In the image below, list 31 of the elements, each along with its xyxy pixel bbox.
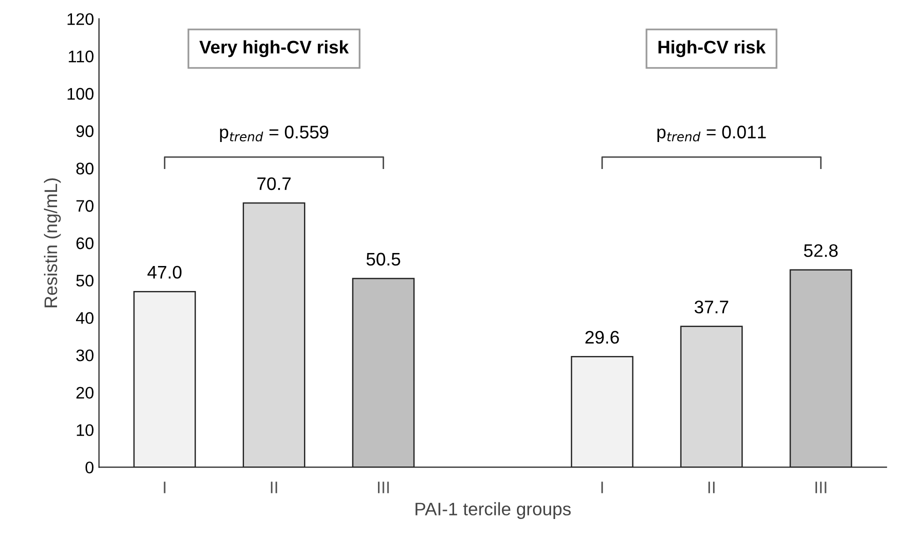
data-label: 37.7 bbox=[694, 300, 728, 314]
annotation: p$_{trend}$ = 0.011 bbox=[657, 126, 766, 142]
x-tick-label: II bbox=[270, 482, 278, 494]
y-tick-label: 90 bbox=[76, 125, 94, 138]
y-tick-label: 70 bbox=[76, 200, 94, 212]
data-label: 52.8 bbox=[804, 244, 838, 257]
data-label: 50.5 bbox=[366, 252, 400, 266]
y-tick-label: 10 bbox=[76, 424, 94, 436]
data-label: 29.6 bbox=[585, 330, 619, 344]
x-tick-label: III bbox=[815, 482, 826, 494]
x-tick-label: I bbox=[601, 482, 603, 494]
y-tick-label: 30 bbox=[76, 349, 94, 362]
annotation: p$_{trend}$ = 0.559 bbox=[220, 126, 328, 142]
y-tick-label: 80 bbox=[76, 162, 94, 174]
x-tick-label: I bbox=[164, 482, 166, 494]
y-axis-title: Resistin (ng/mL) bbox=[44, 178, 61, 308]
y-tick-label: 20 bbox=[76, 386, 94, 399]
y-tick-label: 120 bbox=[68, 13, 94, 25]
data-label: 70.7 bbox=[257, 177, 291, 190]
y-tick-label: 110 bbox=[68, 50, 94, 62]
y-tick-label: 0 bbox=[86, 462, 94, 474]
y-tick-label: 50 bbox=[76, 274, 94, 287]
x-axis-title: PAI-1 tercile groups bbox=[416, 502, 571, 519]
y-tick-label: 100 bbox=[68, 88, 94, 100]
data-label: 47.0 bbox=[147, 266, 182, 279]
annotation: Very high-CV risk bbox=[199, 40, 349, 58]
x-tick-label: II bbox=[708, 482, 715, 494]
annotation: High-CV risk bbox=[658, 40, 766, 58]
x-tick-label: III bbox=[378, 482, 389, 494]
y-tick-label: 40 bbox=[76, 312, 94, 324]
y-tick-label: 60 bbox=[76, 237, 94, 250]
